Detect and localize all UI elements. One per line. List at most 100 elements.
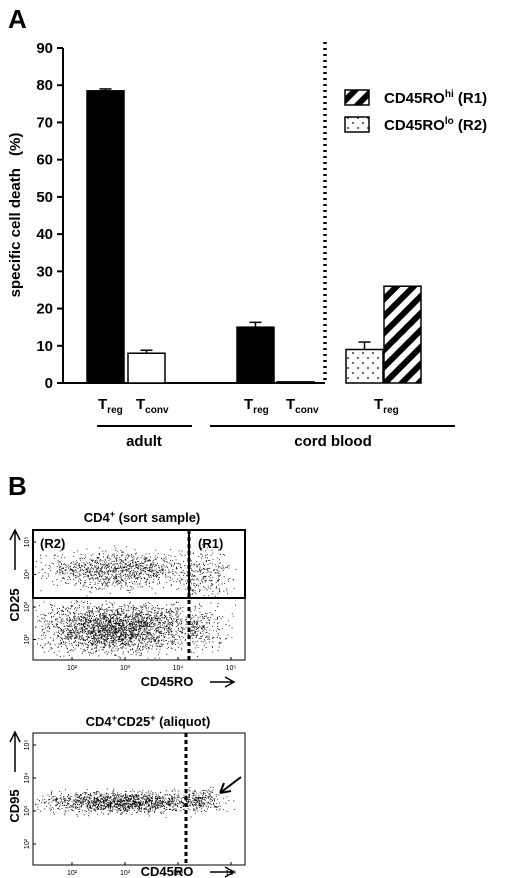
event-dot — [61, 571, 63, 572]
event-dot — [166, 604, 167, 606]
event-dot — [42, 613, 44, 615]
event-dot — [80, 626, 82, 628]
event-dot — [146, 616, 148, 618]
event-dot — [136, 795, 138, 797]
event-dot — [186, 583, 187, 584]
event-dot — [219, 579, 220, 580]
event-dot — [103, 612, 105, 614]
event-dot — [56, 637, 58, 639]
event-dot — [193, 795, 194, 797]
event-dot — [99, 637, 101, 639]
event-dot — [184, 798, 185, 799]
event-dot — [109, 807, 111, 808]
event-dot — [95, 622, 97, 624]
event-dot — [135, 621, 137, 623]
event-dot — [99, 617, 101, 619]
event-dot — [113, 579, 115, 581]
event-dot — [87, 799, 89, 801]
event-dot — [120, 647, 122, 649]
event-dot — [87, 575, 89, 576]
event-dot — [196, 624, 198, 626]
event-dot — [142, 804, 144, 806]
event-dot — [90, 621, 92, 623]
event-dot — [104, 585, 106, 587]
event-dot — [144, 567, 146, 569]
event-dot — [157, 801, 159, 803]
event-dot — [85, 614, 87, 616]
event-dot — [165, 798, 167, 800]
event-dot — [118, 579, 120, 581]
event-dot — [51, 612, 53, 613]
gate-r1 — [188, 529, 246, 599]
event-dot — [116, 614, 118, 616]
event-dot — [74, 637, 76, 639]
event-dot — [137, 577, 138, 578]
event-dot — [135, 795, 137, 797]
event-dot — [158, 622, 160, 624]
event-dot — [82, 793, 84, 794]
event-dot — [104, 624, 106, 626]
event-dot — [82, 810, 83, 812]
event-dot — [41, 802, 43, 804]
event-dot — [82, 620, 84, 622]
event-dot — [219, 562, 221, 564]
event-dot — [80, 648, 82, 650]
event-dot — [137, 609, 139, 611]
event-dot — [101, 642, 102, 644]
event-dot — [114, 615, 116, 617]
event-dot — [98, 557, 100, 559]
event-dot — [143, 577, 145, 579]
event-dot — [194, 605, 196, 607]
event-dot — [168, 803, 170, 805]
event-dot — [182, 607, 184, 608]
event-dot — [60, 570, 62, 572]
panel-b-letter: B — [8, 471, 27, 501]
event-dot — [142, 565, 144, 567]
event-dot — [203, 595, 205, 596]
event-dot — [223, 568, 225, 570]
event-dot — [58, 806, 60, 808]
event-dot — [136, 572, 138, 574]
event-dot — [143, 617, 145, 619]
event-dot — [42, 647, 44, 649]
event-dot — [175, 638, 176, 640]
event-dot — [134, 802, 136, 804]
event-dot — [91, 652, 93, 654]
event-dot — [124, 632, 126, 633]
event-dot — [94, 806, 96, 808]
event-dot — [129, 582, 131, 583]
event-dot — [53, 584, 55, 586]
event-dot — [144, 570, 146, 572]
event-dot — [131, 554, 132, 555]
event-dot — [129, 626, 131, 627]
event-dot — [135, 801, 137, 803]
event-dot — [89, 651, 91, 653]
event-dot — [103, 553, 105, 555]
event-dot — [98, 638, 100, 639]
event-dot — [95, 619, 96, 621]
event-dot — [91, 586, 93, 588]
event-dot — [80, 567, 82, 569]
event-dot — [45, 555, 47, 557]
event-dot — [162, 804, 163, 805]
event-dot — [95, 617, 97, 619]
event-dot — [154, 618, 156, 620]
event-dot — [128, 798, 130, 800]
event-dot — [148, 638, 150, 639]
event-dot — [163, 812, 164, 814]
event-dot — [159, 631, 161, 633]
event-dot — [204, 568, 206, 570]
event-dot — [164, 637, 165, 639]
event-dot — [97, 562, 98, 564]
event-dot — [95, 630, 97, 631]
event-dot — [169, 571, 171, 573]
event-dot — [113, 602, 115, 604]
event-dot — [118, 648, 120, 649]
event-dot — [128, 626, 130, 628]
event-dot — [211, 582, 212, 584]
event-dot — [119, 800, 120, 802]
event-dot — [74, 584, 76, 586]
event-dot — [204, 577, 206, 579]
event-dot — [227, 580, 229, 582]
event-dot — [181, 627, 183, 629]
